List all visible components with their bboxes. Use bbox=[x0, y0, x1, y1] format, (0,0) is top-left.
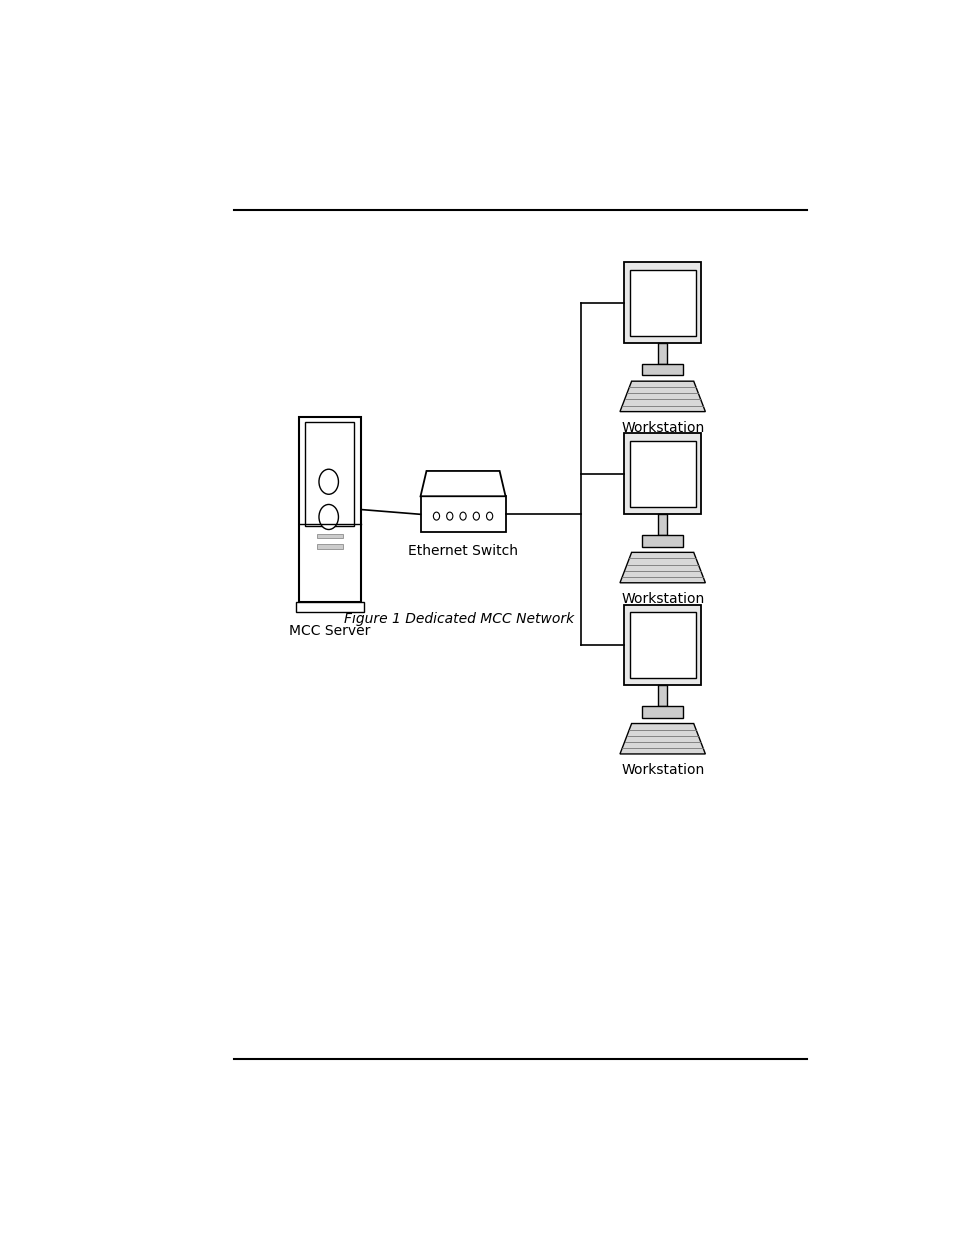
Bar bbox=[658, 514, 667, 535]
Circle shape bbox=[446, 513, 453, 520]
Circle shape bbox=[473, 513, 479, 520]
Bar bbox=[658, 685, 667, 706]
Bar bbox=[629, 441, 695, 506]
Text: Workstation: Workstation bbox=[620, 593, 703, 606]
Bar bbox=[316, 545, 343, 548]
Polygon shape bbox=[619, 552, 704, 583]
Bar bbox=[623, 262, 700, 343]
Polygon shape bbox=[420, 471, 505, 496]
Bar bbox=[641, 535, 682, 547]
Circle shape bbox=[486, 513, 492, 520]
Text: MCC Server: MCC Server bbox=[289, 624, 371, 638]
Circle shape bbox=[433, 513, 439, 520]
Bar bbox=[295, 603, 363, 613]
Text: Ethernet Switch: Ethernet Switch bbox=[408, 543, 517, 558]
Bar bbox=[641, 364, 682, 375]
Bar bbox=[316, 535, 343, 538]
Polygon shape bbox=[619, 724, 704, 753]
Bar bbox=[420, 496, 505, 532]
Bar bbox=[641, 706, 682, 718]
Bar bbox=[305, 422, 355, 526]
Bar bbox=[629, 270, 695, 336]
Circle shape bbox=[318, 469, 338, 494]
Bar bbox=[629, 613, 695, 678]
Text: Figure 1 Dedicated MCC Network: Figure 1 Dedicated MCC Network bbox=[344, 611, 574, 626]
Bar bbox=[623, 605, 700, 685]
Circle shape bbox=[459, 513, 466, 520]
Polygon shape bbox=[619, 382, 704, 411]
Text: Workstation: Workstation bbox=[620, 421, 703, 435]
Circle shape bbox=[318, 504, 338, 530]
Bar bbox=[298, 417, 361, 603]
Bar bbox=[658, 343, 667, 364]
Text: Workstation: Workstation bbox=[620, 763, 703, 778]
Bar bbox=[623, 433, 700, 514]
